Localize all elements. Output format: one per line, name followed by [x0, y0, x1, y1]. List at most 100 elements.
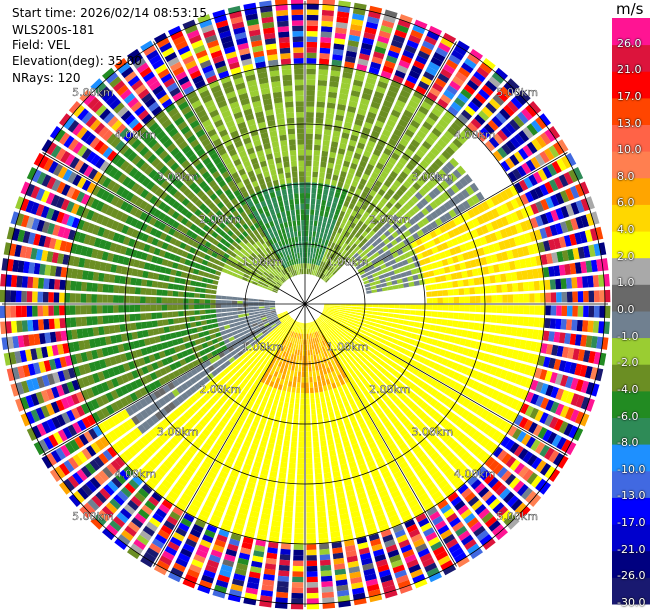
- velocity-gate: [342, 359, 348, 366]
- velocity-gate: [408, 217, 417, 226]
- velocity-gate: [299, 350, 303, 356]
- velocity-gate: [200, 320, 207, 326]
- velocity-gate: [364, 168, 372, 176]
- velocity-gate: [430, 147, 440, 157]
- velocity-gate: [129, 392, 139, 402]
- velocity-gate: [354, 245, 361, 252]
- velocity-gate: [423, 96, 435, 106]
- velocity-gate: [509, 412, 519, 423]
- velocity-gate: [415, 304, 422, 310]
- velocity-gate: [346, 207, 353, 215]
- velocity-gate: [443, 334, 451, 342]
- velocity-gate: [310, 252, 313, 259]
- velocity-gate: [149, 543, 162, 554]
- velocity-gate: [306, 490, 314, 496]
- velocity-gate: [286, 316, 292, 322]
- velocity-gate: [192, 268, 200, 275]
- velocity-gate: [582, 320, 589, 332]
- velocity-gate: [329, 306, 335, 309]
- velocity-gate: [492, 463, 504, 475]
- velocity-gate: [525, 219, 534, 230]
- velocity-gate: [418, 80, 430, 91]
- velocity-gate: [61, 184, 71, 196]
- velocity-gate: [471, 392, 481, 402]
- velocity-gate: [333, 376, 339, 383]
- velocity-gate: [355, 312, 362, 316]
- velocity-gate: [433, 426, 443, 436]
- velocity-gate: [280, 325, 285, 331]
- velocity-gate: [316, 500, 325, 507]
- velocity-gate: [51, 209, 60, 222]
- velocity-gate: [230, 340, 237, 346]
- velocity-gate: [441, 319, 448, 326]
- velocity-gate: [194, 263, 202, 270]
- velocity-gate: [357, 417, 365, 425]
- velocity-gate: [437, 304, 443, 311]
- velocity-gate: [183, 304, 189, 310]
- velocity-gate: [442, 408, 451, 418]
- velocity-gate: [382, 312, 389, 317]
- velocity-gate: [102, 305, 108, 314]
- velocity-gate: [318, 424, 325, 431]
- velocity-gate: [412, 115, 424, 125]
- velocity-gate: [574, 363, 583, 376]
- velocity-gate: [360, 132, 369, 140]
- velocity-gate: [199, 509, 211, 519]
- velocity-gate: [314, 457, 321, 464]
- velocity-gate: [305, 458, 313, 464]
- velocity-gate: [92, 224, 101, 236]
- velocity-gate: [194, 494, 205, 504]
- velocity-gate: [272, 340, 278, 346]
- velocity-gate: [410, 404, 419, 413]
- velocity-gate: [272, 509, 282, 517]
- velocity-gate: [341, 435, 349, 443]
- velocity-gate: [438, 234, 446, 243]
- velocity-gate: [54, 318, 61, 329]
- velocity-gate: [340, 518, 351, 526]
- velocity-gate: [285, 374, 290, 381]
- velocity-gate: [279, 344, 284, 350]
- velocity-gate: [374, 244, 382, 251]
- velocity-gate: [273, 449, 281, 457]
- velocity-gate: [395, 411, 404, 420]
- velocity-gate: [539, 317, 546, 328]
- velocity-gate: [279, 554, 291, 561]
- velocity-gate: [390, 362, 398, 369]
- velocity-gate: [513, 362, 522, 372]
- velocity-gate: [329, 305, 335, 307]
- velocity-gate: [410, 95, 422, 105]
- velocity-gate: [189, 316, 196, 322]
- velocity-gate: [316, 408, 322, 415]
- velocity-gate: [510, 271, 518, 281]
- velocity-gate: [175, 502, 187, 512]
- velocity-gate: [57, 370, 66, 382]
- velocity-gate: [436, 283, 443, 290]
- velocity-gate: [20, 413, 31, 427]
- velocity-gate: [320, 322, 325, 328]
- velocity-gate: [306, 560, 318, 567]
- velocity-gate: [457, 214, 466, 224]
- velocity-gate: [204, 402, 212, 410]
- velocity-gate: [431, 290, 438, 297]
- velocity-gate: [365, 145, 374, 153]
- velocity-gate: [118, 453, 130, 464]
- velocity-gate: [462, 347, 470, 356]
- velocity-gate: [358, 53, 370, 61]
- velocity-gate: [148, 392, 157, 402]
- velocity-gate: [461, 366, 469, 375]
- velocity-gate: [510, 498, 523, 511]
- velocity-gate: [126, 371, 135, 381]
- velocity-gate: [321, 312, 327, 317]
- velocity-gate: [410, 195, 419, 204]
- velocity-gate: [244, 332, 251, 338]
- velocity-gate: [385, 161, 394, 170]
- velocity-gate: [362, 264, 369, 270]
- velocity-gate: [521, 270, 528, 280]
- velocity-gate: [321, 321, 327, 327]
- velocity-gate: [500, 436, 511, 448]
- velocity-gate: [190, 280, 197, 286]
- velocity-gate: [15, 382, 25, 395]
- velocity-gate: [148, 217, 157, 226]
- velocity-gate: [309, 258, 312, 264]
- velocity-gate: [408, 382, 417, 391]
